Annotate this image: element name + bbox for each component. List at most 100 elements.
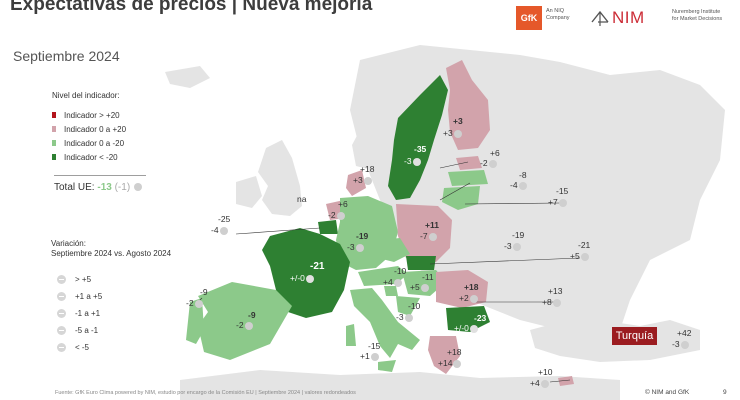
label-estonia-change: -2 bbox=[480, 158, 497, 168]
north-africa bbox=[180, 370, 620, 400]
country-greece bbox=[428, 336, 460, 374]
country-bulgaria bbox=[446, 306, 490, 332]
label-france-value: -21 bbox=[310, 261, 325, 272]
arrow-right-icon bbox=[57, 309, 66, 318]
country-denmark bbox=[346, 170, 366, 196]
legend-swatch bbox=[52, 154, 56, 160]
label-portugal-change: -2 bbox=[186, 298, 203, 308]
ireland bbox=[236, 176, 262, 208]
gfk-subtitle: An NIQ Company bbox=[546, 8, 570, 21]
variation-icon bbox=[305, 274, 314, 283]
country-france bbox=[262, 228, 350, 318]
variation-icon bbox=[420, 283, 429, 292]
label-czechia-value: -19 bbox=[512, 230, 525, 240]
label-cyprus-change: +4 bbox=[530, 378, 549, 388]
variation-icon bbox=[194, 299, 203, 308]
country-finland bbox=[446, 60, 490, 150]
label-finland-change: +3 bbox=[443, 128, 462, 138]
variation-icon bbox=[469, 324, 478, 333]
page-title: Expectativas de precios | Nueva mejoría bbox=[10, 0, 373, 15]
period-label: Septiembre 2024 bbox=[13, 48, 120, 64]
label-latvia-value: -8 bbox=[519, 170, 527, 180]
legend-swatch bbox=[52, 140, 56, 146]
label-austria-change: +4 bbox=[383, 277, 402, 287]
legend-item: Indicador 0 a -20 bbox=[52, 136, 126, 150]
label-moldova-value: +13 bbox=[548, 286, 563, 296]
label-slovenia-value: -10 bbox=[408, 301, 421, 311]
label-estonia-value: +6 bbox=[490, 148, 500, 158]
variation-icon bbox=[453, 359, 462, 368]
label-sweden-change: -3 bbox=[404, 156, 421, 166]
variation-icon bbox=[355, 243, 364, 252]
variation-icon bbox=[453, 129, 462, 138]
arrow-down-icon bbox=[57, 343, 66, 352]
country-croatia bbox=[396, 296, 420, 316]
label-lithuania-change: +7 bbox=[548, 197, 567, 207]
country-sicily bbox=[378, 360, 396, 372]
label-portugal-value: -9 bbox=[200, 287, 208, 297]
arrow-down-right-icon bbox=[57, 326, 66, 335]
label-latvia-change: -4 bbox=[510, 180, 527, 190]
label-austria-value: -10 bbox=[394, 266, 407, 276]
label-czechia-change: -3 bbox=[504, 241, 521, 251]
variation-icon bbox=[336, 211, 345, 220]
label-bulgaria-value: -23 bbox=[474, 313, 487, 323]
label-poland-change: -7 bbox=[420, 231, 437, 241]
nim-logo: NIM bbox=[612, 8, 645, 27]
label-bulgaria-change: +/-0 bbox=[454, 323, 478, 333]
variation-icon bbox=[133, 183, 142, 192]
variation-icon bbox=[244, 321, 253, 330]
label-belgium-value: -25 bbox=[218, 214, 231, 224]
country-czechia bbox=[378, 238, 410, 262]
label-moldova-change: +8 bbox=[542, 297, 561, 307]
uk-ireland bbox=[258, 140, 302, 216]
label-denmark-change: +3 bbox=[353, 175, 372, 185]
label-france-change: +/-0 bbox=[290, 273, 314, 283]
country-italy bbox=[350, 288, 420, 358]
land-background bbox=[350, 45, 725, 330]
legend-item: Indicador 0 a +20 bbox=[52, 122, 126, 136]
leader-lines bbox=[199, 161, 581, 383]
country-poland bbox=[396, 204, 452, 262]
label-slovakia-value: -21 bbox=[578, 240, 591, 250]
variation-icon bbox=[428, 232, 437, 241]
label-germany-change: -3 bbox=[347, 242, 364, 252]
label-belgium-change: -4 bbox=[211, 225, 228, 235]
legend-swatch bbox=[52, 126, 56, 132]
variation-item: < -5 bbox=[57, 339, 102, 356]
label-poland-value: +11 bbox=[425, 220, 439, 230]
variation-icon bbox=[363, 176, 372, 185]
label-italy-value: -15 bbox=[368, 341, 381, 351]
variation-icon bbox=[580, 252, 589, 261]
legend-item: Indicador < -20 bbox=[52, 150, 126, 164]
label-hungary-value: -11 bbox=[422, 272, 434, 282]
norway bbox=[352, 60, 460, 170]
country-portugal bbox=[186, 298, 204, 344]
divider bbox=[54, 175, 146, 176]
label-sweden-value: -35 bbox=[414, 144, 427, 154]
turkey-box: Turquía bbox=[612, 327, 657, 345]
label-romania-value: +18 bbox=[464, 282, 479, 292]
variation-icon bbox=[512, 242, 521, 251]
variation-icon bbox=[219, 226, 228, 235]
nim-arrow-icon bbox=[591, 10, 609, 26]
label-turkey-value: +42 bbox=[677, 328, 692, 338]
label-italy-change: +1 bbox=[360, 351, 379, 361]
variation-item: -1 a +1 bbox=[57, 305, 102, 322]
nim-subtitle: Nuremberg Institute for Market Decisions bbox=[672, 9, 723, 22]
variation-legend: > +5 +1 a +5 -1 a +1 -5 a -1 < -5 bbox=[57, 271, 102, 356]
label-turkey-change: -3 bbox=[672, 339, 689, 349]
label-greece-value: +18 bbox=[447, 347, 462, 357]
label-netherlands-change: -2 bbox=[328, 210, 345, 220]
country-slovakia bbox=[406, 256, 436, 270]
page-number: 9 bbox=[723, 389, 727, 396]
country-estonia bbox=[456, 156, 482, 170]
variation-title: Variación: Septiembre 2024 vs. Agosto 20… bbox=[51, 239, 172, 258]
label-finland-value: +3 bbox=[453, 116, 463, 126]
country-sardinia bbox=[346, 324, 356, 346]
no-data-label: na bbox=[297, 194, 307, 204]
label-lithuania-value: -15 bbox=[556, 186, 569, 196]
arrow-up-icon bbox=[57, 275, 66, 284]
logos: GfK An NIQ Company NIM Nuremberg Institut… bbox=[510, 4, 735, 34]
